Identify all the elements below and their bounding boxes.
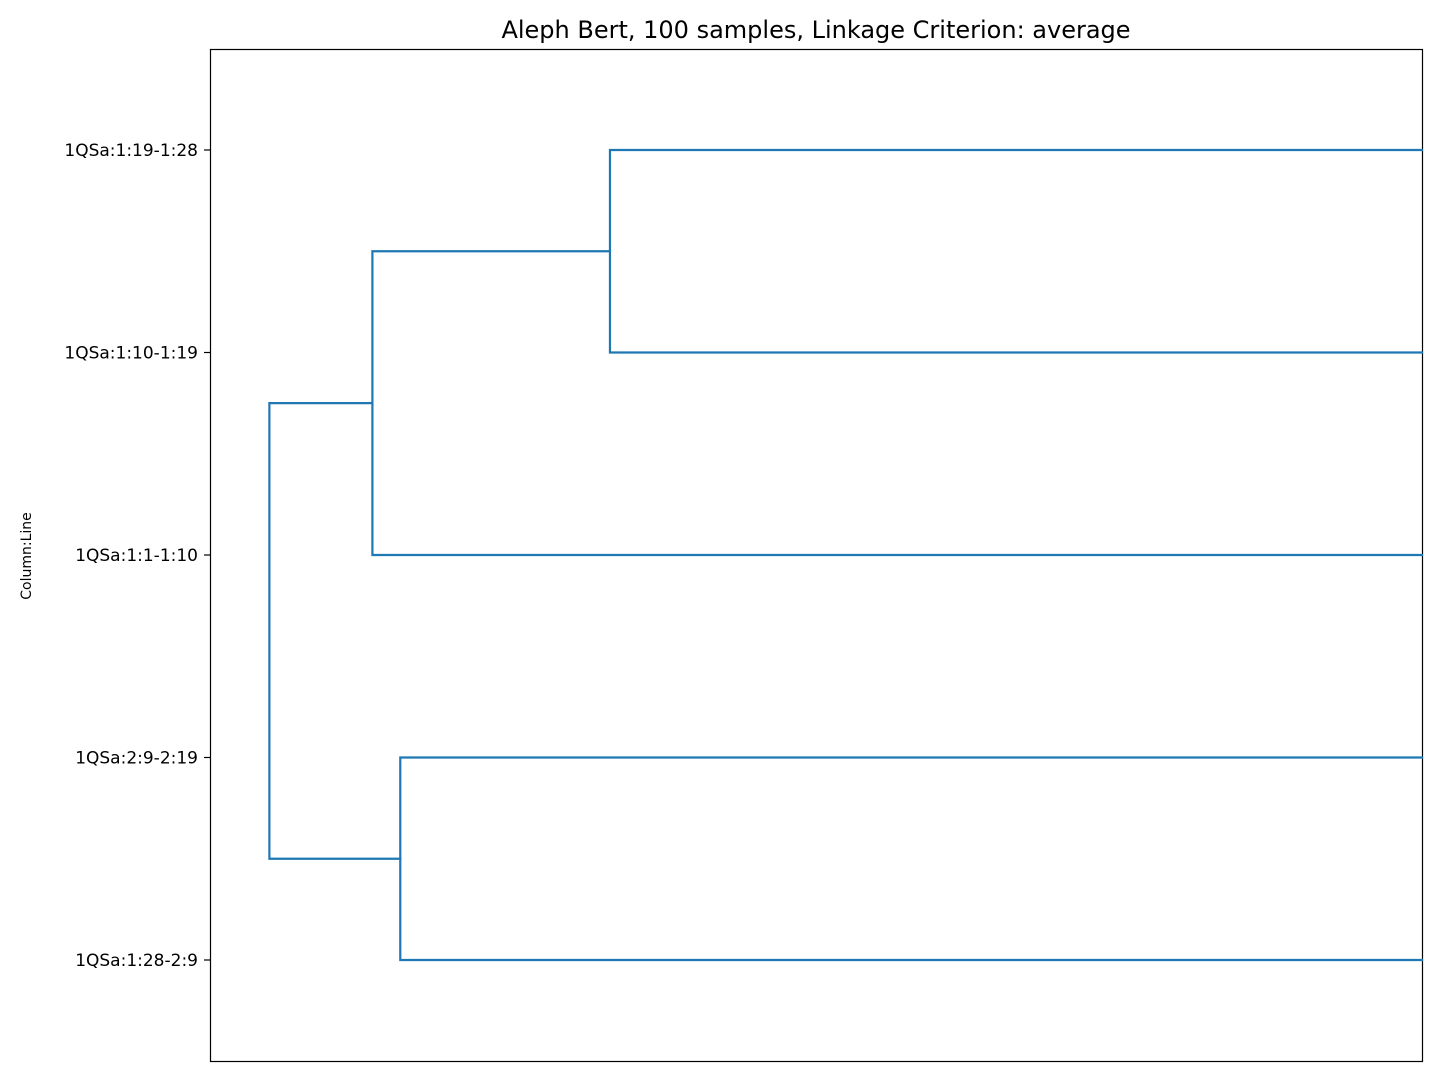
y-axis-label: Column:Line bbox=[19, 512, 35, 600]
leaf-labels: 1QSa:1:19-1:28 1QSa:1:10-1:19 1QSa:1:1-1:1… bbox=[64, 141, 198, 971]
chart-title: Aleph Bert, 100 samples, Linkage Criteri… bbox=[501, 16, 1130, 44]
leaf-label: 1QSa:1:10-1:19 bbox=[64, 344, 198, 364]
leaf-label: 1QSa:1:28-2:9 bbox=[75, 951, 198, 971]
dendrogram-link bbox=[608, 148, 1424, 354]
dendrogram-link bbox=[371, 250, 1424, 557]
dendrogram-links bbox=[268, 148, 1424, 962]
leaf-label: 1QSa:1:1-1:10 bbox=[75, 546, 198, 566]
dendrogram-link bbox=[399, 756, 1424, 962]
leaf-label: 1QSa:2:9-2:19 bbox=[75, 749, 198, 769]
leaf-label: 1QSa:1:19-1:28 bbox=[64, 141, 198, 161]
y-axis-ticks bbox=[204, 149, 210, 961]
dendrogram-link bbox=[268, 402, 402, 860]
